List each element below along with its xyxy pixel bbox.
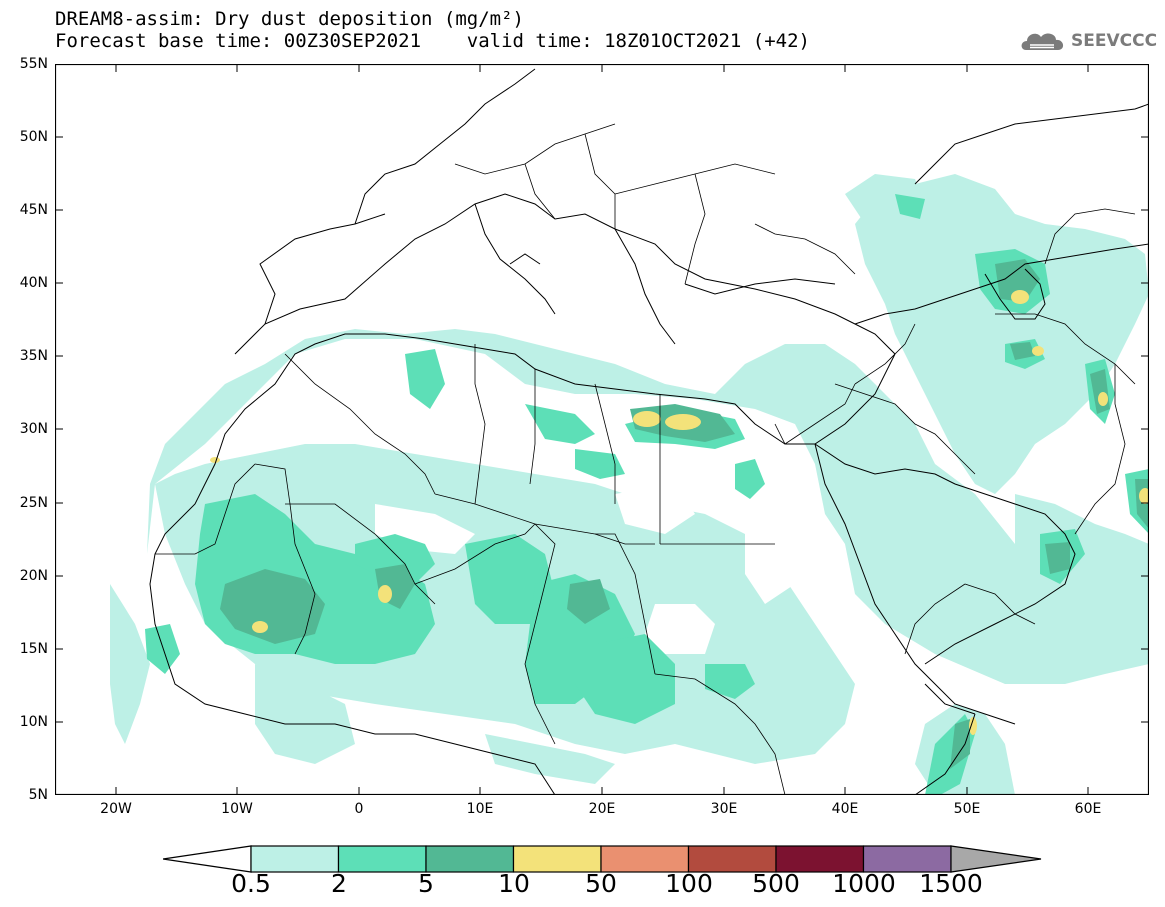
lon-label-50e: 50E xyxy=(953,801,981,817)
cloud-logo-icon xyxy=(1021,33,1064,50)
legend-swatch-50-100 xyxy=(600,845,690,873)
country-borders xyxy=(155,123,1136,795)
lon-label-10w: 10W xyxy=(221,801,253,817)
map-border xyxy=(55,64,1149,795)
dust-band-10-50 xyxy=(210,290,1149,735)
lat-label-20n: 20N xyxy=(19,568,48,584)
coastlines xyxy=(149,68,1149,795)
legend-label-2: 2 xyxy=(331,869,347,898)
lat-label-10n: 10N xyxy=(19,714,48,730)
lon-label-20w: 20W xyxy=(100,801,132,817)
lon-label-20e: 20E xyxy=(588,801,616,817)
legend-swatch-0.5-2 xyxy=(250,845,340,873)
legend-label-5: 5 xyxy=(418,869,434,898)
lon-ticks xyxy=(115,64,1089,795)
lat-label-15n: 15N xyxy=(19,641,48,657)
legend-over-arrow xyxy=(950,845,1042,873)
legend-label-1500: 1500 xyxy=(919,869,983,898)
seevccc-logo: SEEVCCC xyxy=(1018,26,1157,56)
lat-label-30n: 30N xyxy=(19,421,48,437)
map-title: DREAM8-assim: Dry dust deposition (mg/m²… xyxy=(55,8,524,30)
lon-label-60e: 60E xyxy=(1074,801,1102,817)
dust-fields xyxy=(110,68,1149,795)
map-subtitle: Forecast base time: 00Z30SEP2021 valid t… xyxy=(55,30,810,52)
lon-label-10e: 10E xyxy=(466,801,494,817)
legend-label-0.5: 0.5 xyxy=(231,869,271,898)
lat-label-50n: 50N xyxy=(19,129,48,145)
dust-gaps xyxy=(375,484,795,654)
dust-map xyxy=(55,64,1149,795)
lat-label-40n: 40N xyxy=(19,275,48,291)
legend-label-10: 10 xyxy=(498,869,530,898)
color-legend xyxy=(163,845,1042,873)
logo-text: SEEVCCC xyxy=(1071,31,1158,51)
legend-swatch-5-10 xyxy=(425,845,515,873)
lat-label-45n: 45N xyxy=(19,202,48,218)
lat-label-25n: 25N xyxy=(19,495,48,511)
legend-swatch-10-50 xyxy=(512,845,602,873)
legend-label-500: 500 xyxy=(752,869,800,898)
lat-label-55n: 55N xyxy=(19,56,48,72)
lat-ticks xyxy=(55,64,1149,723)
legend-label-100: 100 xyxy=(665,869,713,898)
legend-label-50: 50 xyxy=(585,869,617,898)
lon-label-30e: 30E xyxy=(710,801,738,817)
legend-label-1000: 1000 xyxy=(832,869,896,898)
legend-swatch-100-500 xyxy=(687,845,777,873)
legend-swatch-1000-1500 xyxy=(862,845,952,873)
lon-label-40e: 40E xyxy=(831,801,859,817)
lat-label-35n: 35N xyxy=(19,348,48,364)
dust-band-2-5 xyxy=(145,194,1149,795)
lon-label-0: 0 xyxy=(354,801,364,817)
lat-label-5n: 5N xyxy=(28,787,48,803)
